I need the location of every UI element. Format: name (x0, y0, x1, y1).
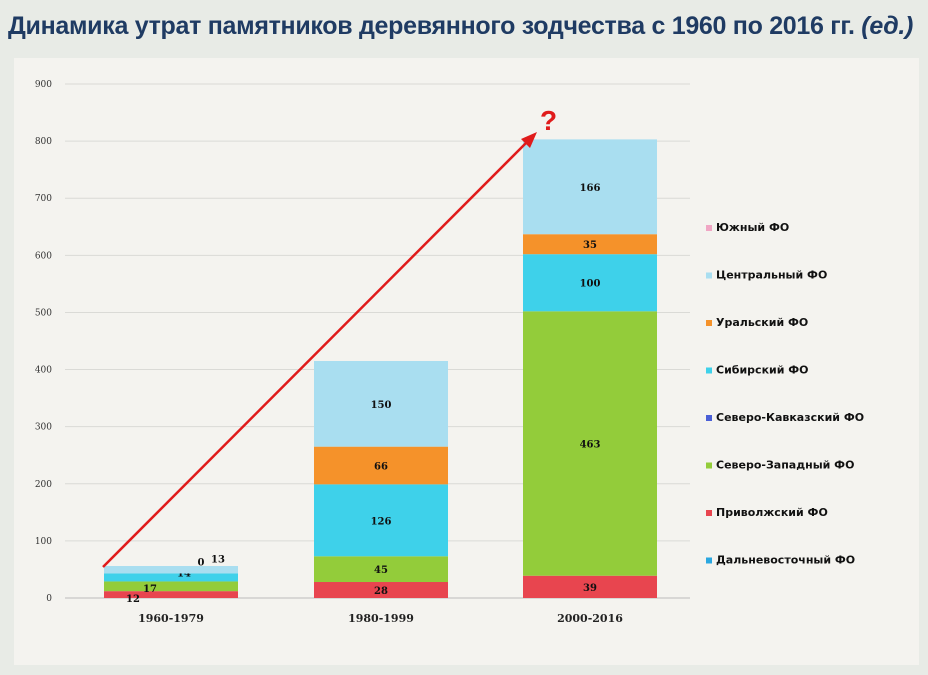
legend-label: Дальневосточный ФО (716, 554, 855, 567)
legend-swatch (706, 462, 712, 469)
bar-segment (314, 360, 448, 447)
y-tick-label: 800 (35, 137, 52, 147)
bar-segment (523, 234, 657, 255)
data-label: 17 (143, 584, 157, 595)
legend-swatch (706, 367, 712, 374)
bar-segment (104, 573, 238, 582)
data-label: 13 (211, 554, 225, 565)
y-tick-label: 500 (35, 308, 52, 318)
data-label: 0 (198, 557, 205, 568)
legend-label: Северо-Западный ФО (716, 459, 854, 472)
bar-segment (523, 254, 657, 312)
bar-segment (523, 311, 657, 576)
legend-label: Северо-Кавказский ФО (716, 411, 864, 424)
page-title: Динамика утрат памятников деревянного зо… (8, 12, 928, 41)
data-label: 45 (374, 565, 388, 576)
data-label: 28 (374, 586, 388, 597)
bar-segment (314, 446, 448, 485)
bar-segment (104, 581, 238, 592)
legend-label: Сибирский ФО (716, 364, 809, 377)
legend-label: Приволжский ФО (716, 506, 828, 519)
data-label: 35 (583, 240, 597, 251)
legend-swatch (706, 415, 712, 421)
y-tick-label: 300 (35, 423, 52, 433)
trend-arrow-head (521, 132, 537, 148)
bar-segment (104, 591, 238, 598)
legend-label: Южный ФО (716, 221, 789, 234)
y-tick-label: 900 (35, 80, 52, 90)
y-tick-label: 100 (35, 537, 52, 547)
legend-swatch (706, 557, 712, 564)
title-main: Динамика утрат памятников деревянного зо… (8, 12, 855, 40)
x-tick-label: 1980-1999 (348, 612, 414, 625)
x-tick-label: 2000-2016 (557, 612, 623, 625)
bar-segment (104, 566, 238, 574)
y-tick-label: 600 (35, 251, 52, 261)
title-unit: (ед.) (861, 12, 914, 40)
y-tick-label: 400 (35, 366, 52, 376)
data-label: 166 (580, 183, 601, 194)
data-label: 39 (583, 583, 597, 594)
data-label: 150 (371, 400, 392, 411)
legend-label: Центральный ФО (716, 269, 827, 282)
question-mark: ? (540, 105, 557, 136)
bar-segment (314, 484, 448, 557)
legend-swatch (706, 320, 712, 326)
data-label: 463 (580, 440, 601, 451)
bar-segment (523, 575, 657, 598)
y-tick-label: 700 (35, 194, 52, 204)
data-label: 14 (177, 568, 191, 579)
legend-swatch (706, 225, 712, 231)
y-tick-label: 200 (35, 480, 52, 490)
trend-arrow-line (102, 138, 531, 568)
data-label: 66 (374, 462, 388, 473)
bar-segment (523, 139, 657, 235)
legend-label: Уральский ФО (716, 316, 808, 329)
bar-segment (314, 582, 448, 598)
data-label: 126 (371, 516, 392, 527)
y-tick-label: 0 (46, 594, 52, 604)
legend-swatch (706, 272, 712, 279)
x-tick-label: 1960-1979 (138, 612, 204, 625)
bar-segment (314, 556, 448, 583)
legend-swatch (706, 510, 712, 516)
data-label: 100 (580, 279, 601, 290)
slide-background (14, 58, 919, 665)
data-label: 12 (126, 594, 140, 605)
